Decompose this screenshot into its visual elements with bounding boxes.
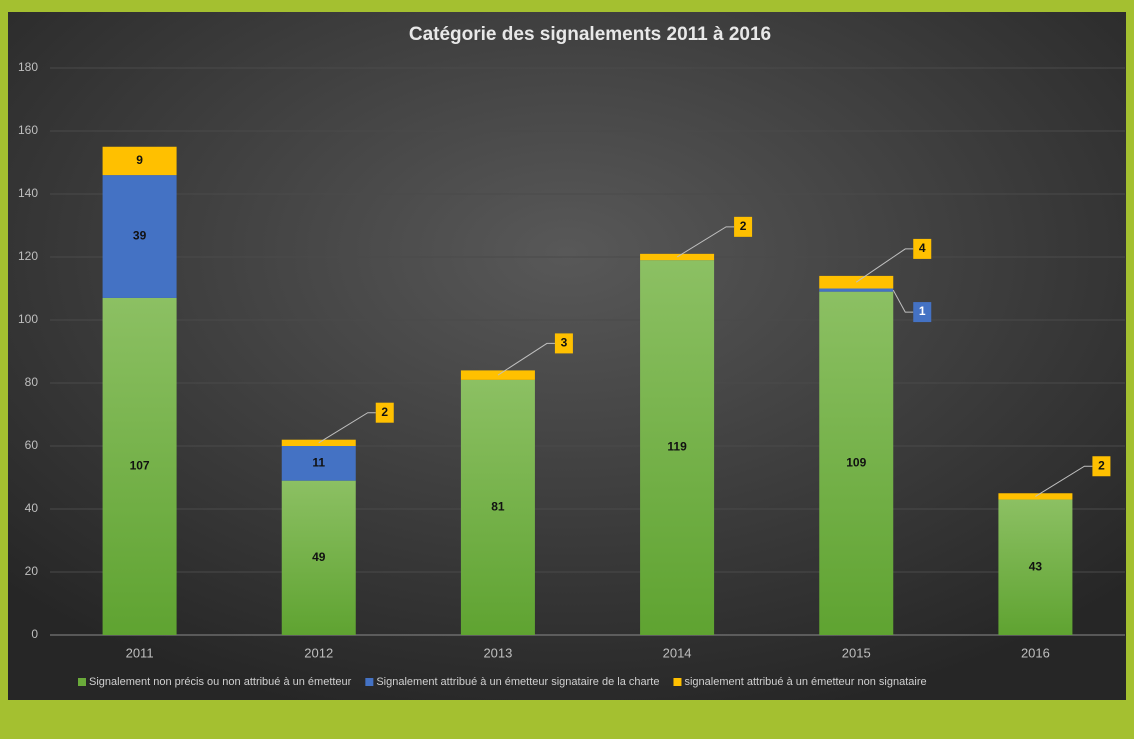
x-tick-label: 2014 (663, 645, 692, 660)
label-box (734, 216, 753, 237)
y-tick-label: 60 (25, 438, 39, 452)
data-label: 3 (561, 336, 568, 350)
leader-line (318, 412, 376, 444)
x-tick-label: 2013 (483, 645, 512, 660)
data-label: 2 (740, 219, 747, 233)
data-label: 119 (667, 440, 687, 454)
bar-segment (998, 499, 1073, 635)
legend-swatch (673, 678, 682, 686)
data-label: 81 (491, 500, 505, 514)
x-tick-label: 2012 (304, 645, 333, 660)
label-box (375, 402, 394, 423)
data-label: 49 (312, 550, 326, 564)
bar-segment (102, 146, 177, 176)
bar-segment (460, 370, 535, 380)
bar-segment (819, 291, 894, 635)
x-tick-label: 2016 (1021, 645, 1050, 660)
label-box (913, 238, 932, 259)
y-tick-label: 40 (25, 501, 39, 515)
x-tick-label: 2015 (842, 645, 871, 660)
data-label: 109 (846, 455, 866, 469)
chart-title: Catégorie des signalements 2011 à 2016 (409, 24, 771, 45)
data-label: 11 (312, 455, 325, 469)
y-tick-label: 140 (18, 186, 38, 200)
y-tick-label: 80 (25, 375, 39, 389)
leader-line (1035, 465, 1093, 497)
legend-swatch (365, 678, 374, 686)
bar-segment (460, 379, 535, 635)
x-tick-label: 2011 (126, 645, 154, 660)
chart-panel (8, 12, 1126, 700)
data-label: 4 (919, 241, 926, 255)
bar-segment (102, 175, 177, 298)
leader-line (497, 342, 555, 376)
y-tick-label: 0 (31, 627, 38, 641)
legend-swatch (78, 678, 86, 686)
y-tick-label: 180 (18, 60, 38, 74)
legend-label: Signalement non précis ou non attribué à… (89, 676, 352, 688)
leader-line (676, 226, 735, 258)
bar-segment (640, 260, 715, 635)
bar-segment (281, 480, 356, 635)
data-label: 2 (1098, 458, 1105, 472)
leader-line (892, 289, 914, 313)
bar-segment (819, 288, 894, 292)
bar-segment (281, 446, 356, 481)
label-box (554, 333, 573, 354)
y-tick-label: 100 (18, 312, 38, 326)
y-tick-label: 20 (25, 564, 39, 578)
label-box (1092, 456, 1111, 477)
legend-label: Signalement attribué à un émetteur signa… (376, 676, 659, 688)
label-box (913, 302, 932, 323)
data-label: 43 (1029, 559, 1043, 573)
data-label: 39 (133, 229, 147, 243)
data-label: 1 (919, 304, 926, 318)
y-tick-label: 120 (18, 249, 38, 263)
data-label: 2 (381, 405, 388, 419)
data-label: 107 (130, 459, 150, 473)
data-label: 9 (136, 153, 143, 167)
legend-label: signalement attribué à un émetteur non s… (684, 676, 926, 688)
y-tick-label: 160 (18, 123, 38, 137)
leader-line (855, 248, 914, 283)
bar-segment (102, 297, 177, 635)
